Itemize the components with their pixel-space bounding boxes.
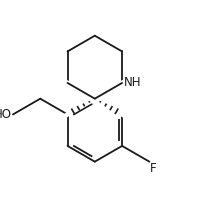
Text: NH: NH xyxy=(124,76,141,89)
Text: HO: HO xyxy=(0,108,12,121)
Text: F: F xyxy=(150,162,156,175)
